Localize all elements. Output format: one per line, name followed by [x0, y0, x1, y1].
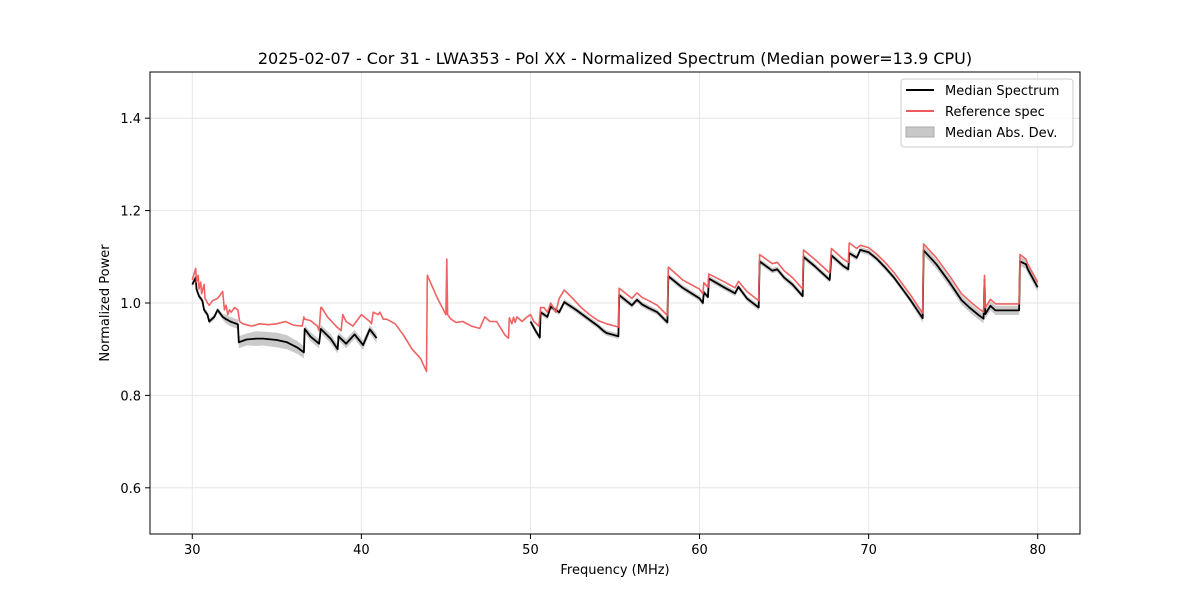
legend: Median Spectrum Reference spec Median Ab… [900, 78, 1074, 148]
x-tick-label: 60 [691, 543, 708, 558]
y-tick-label: 0.6 [120, 482, 141, 497]
series-median-spectrum-line-1 [529, 248, 1039, 339]
x-axis-ticks: 30 40 50 60 70 80 [184, 534, 1046, 558]
x-tick-label: 70 [860, 543, 877, 558]
x-tick-label: 30 [184, 543, 201, 558]
legend-swatch-mad [905, 126, 935, 138]
series-median-spectrum-line-0 [191, 276, 378, 354]
legend-label-median-spectrum: Median Spectrum [945, 84, 1059, 99]
x-tick-label: 50 [522, 543, 539, 558]
chart-title: 2025-02-07 - Cor 31 - LWA353 - Pol XX - … [258, 49, 972, 68]
x-tick-label: 80 [1029, 543, 1046, 558]
legend-box [900, 78, 1074, 148]
y-tick-label: 1.4 [120, 112, 141, 127]
x-tick-label: 40 [353, 543, 370, 558]
y-tick-label: 1.2 [120, 205, 141, 220]
y-tick-label: 0.8 [120, 389, 141, 404]
legend-label-mad: Median Abs. Dev. [945, 126, 1057, 141]
series-reference-spec-line-0 [191, 242, 1039, 373]
x-axis-label: Frequency (MHz) [560, 563, 669, 578]
y-tick-label: 1.0 [120, 297, 141, 312]
series-lines-layer [191, 242, 1039, 373]
y-axis-ticks: 0.6 0.8 1.0 1.2 1.4 [120, 112, 150, 497]
y-axis-label: Normalized Power [98, 244, 113, 362]
legend-label-reference-spec: Reference spec [945, 105, 1045, 120]
